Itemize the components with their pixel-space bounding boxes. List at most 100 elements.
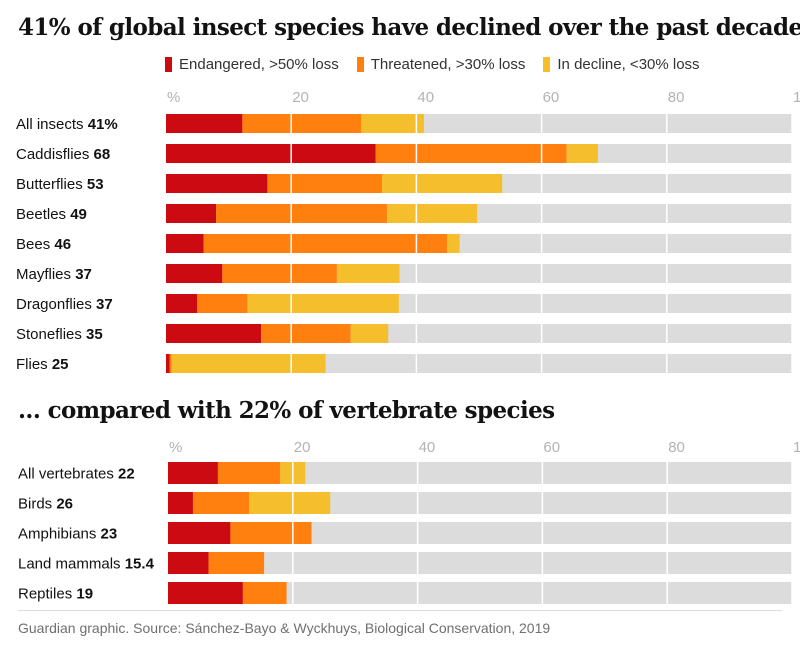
bar-decline xyxy=(386,204,478,223)
tick-label: 20 xyxy=(292,89,309,106)
category-label: Bees 46 xyxy=(16,236,71,253)
bar-threatened xyxy=(217,462,281,484)
category-name: All vertebrates xyxy=(18,466,118,483)
category-total: 22 xyxy=(118,466,135,483)
category-total: 41% xyxy=(88,116,118,133)
category-label: Reptiles 19 xyxy=(18,586,93,603)
category-total: 15.4 xyxy=(125,556,155,573)
bar-threatened xyxy=(242,582,287,604)
bar-threatened xyxy=(216,204,387,223)
legend-swatch-endangered xyxy=(165,57,172,72)
category-name: Stoneflies xyxy=(16,326,86,343)
category-name: All insects xyxy=(16,116,88,133)
bar-endangered xyxy=(166,324,262,343)
category-total: 46 xyxy=(54,236,71,253)
category-name: Butterflies xyxy=(16,176,87,193)
category-total: 35 xyxy=(86,326,103,343)
source-note: Guardian graphic. Source: Sánchez-Bayo &… xyxy=(18,620,551,636)
bar-endangered xyxy=(168,462,218,484)
vertebrate-chart: % 20 40 60 80 100 All vertebrates 22 Birds 26 Am… xyxy=(18,439,800,604)
category-label: All vertebrates 22 xyxy=(18,466,135,483)
tick-label: 40 xyxy=(417,89,434,106)
category-label: Butterflies 53 xyxy=(16,176,104,193)
bar-background xyxy=(168,522,792,544)
category-label: Beetles 49 xyxy=(16,206,87,223)
category-name: Beetles xyxy=(16,206,70,223)
legend-swatch-threatened xyxy=(356,57,364,72)
bar-decline xyxy=(381,174,503,193)
bar-decline xyxy=(350,324,389,343)
category-total: 68 xyxy=(94,146,111,163)
bar-decline xyxy=(566,144,598,163)
category-label: Land mammals 15.4 xyxy=(18,556,155,573)
bar-background xyxy=(168,462,792,484)
bar-endangered xyxy=(168,492,193,514)
category-label: All insects 41% xyxy=(16,116,118,133)
bar-decline xyxy=(171,354,326,373)
footer-divider xyxy=(18,610,782,611)
bar-endangered xyxy=(166,204,217,223)
category-name: Caddisflies xyxy=(16,146,94,163)
bar-endangered xyxy=(168,522,231,544)
bar-threatened xyxy=(242,114,362,133)
bar-background xyxy=(168,552,792,574)
bar-threatened xyxy=(222,264,337,283)
tick-label: 100 xyxy=(793,439,800,456)
bar-threatened xyxy=(230,522,312,544)
bar-decline xyxy=(247,294,399,313)
bar-endangered xyxy=(166,264,223,283)
category-name: Birds xyxy=(18,496,56,513)
bar-endangered xyxy=(166,114,243,133)
bar-threatened xyxy=(267,174,382,193)
bar-endangered xyxy=(166,234,204,253)
category-name: Land mammals xyxy=(18,556,125,573)
tick-label: % xyxy=(167,89,180,106)
tick-label: 20 xyxy=(294,439,311,456)
category-total: 26 xyxy=(56,496,73,513)
category-name: Amphibians xyxy=(18,526,101,543)
category-name: Dragonflies xyxy=(16,296,96,313)
category-name: Mayflies xyxy=(16,266,75,283)
legend-label-decline: In decline, <30% loss xyxy=(557,56,700,73)
tick-label: 40 xyxy=(419,439,436,456)
bar-decline xyxy=(361,114,424,133)
chart-title-vertebrates: ... compared with 22% of vertebrate spec… xyxy=(18,397,555,424)
bar-threatened xyxy=(192,492,250,514)
tick-label: 80 xyxy=(668,89,685,106)
insect-chart: % 20 40 60 80 100 All insects 41% Caddisflies 6… xyxy=(16,89,800,373)
category-total: 49 xyxy=(70,206,87,223)
category-total: 53 xyxy=(87,176,104,193)
category-total: 25 xyxy=(52,356,69,373)
bar-decline xyxy=(336,264,400,283)
category-name: Bees xyxy=(16,236,54,253)
legend-swatch-decline xyxy=(543,57,551,72)
chart-title-insects: 41% of global insect species have declin… xyxy=(18,14,800,41)
bar-threatened xyxy=(375,144,567,163)
category-total: 19 xyxy=(76,586,93,603)
legend-label-endangered: Endangered, >50% loss xyxy=(179,56,339,73)
bar-endangered xyxy=(168,552,209,574)
bar-decline xyxy=(249,492,331,514)
bar-decline xyxy=(447,234,460,253)
tick-label: % xyxy=(169,439,182,456)
bar-endangered xyxy=(168,582,243,604)
bar-threatened xyxy=(203,234,448,253)
category-total: 37 xyxy=(75,266,92,283)
legend-label-threatened: Threatened, >30% loss xyxy=(370,56,526,73)
bar-threatened xyxy=(169,354,172,373)
bar-endangered xyxy=(166,174,268,193)
bar-threatened xyxy=(261,324,351,343)
bar-endangered xyxy=(166,354,170,373)
tick-label: 60 xyxy=(543,89,560,106)
legend-item-threatened: Threatened, >30% loss xyxy=(356,56,526,73)
category-label: Caddisflies 68 xyxy=(16,146,110,163)
category-label: Amphibians 23 xyxy=(18,526,117,543)
category-label: Mayflies 37 xyxy=(16,266,92,283)
category-total: 37 xyxy=(96,296,113,313)
bar-threatened xyxy=(208,552,265,574)
category-name: Reptiles xyxy=(18,586,76,603)
legend: Endangered, >50% loss Threatened, >30% l… xyxy=(165,56,700,73)
bar-threatened xyxy=(197,294,248,313)
tick-label: 60 xyxy=(543,439,560,456)
category-label: Dragonflies 37 xyxy=(16,296,113,313)
